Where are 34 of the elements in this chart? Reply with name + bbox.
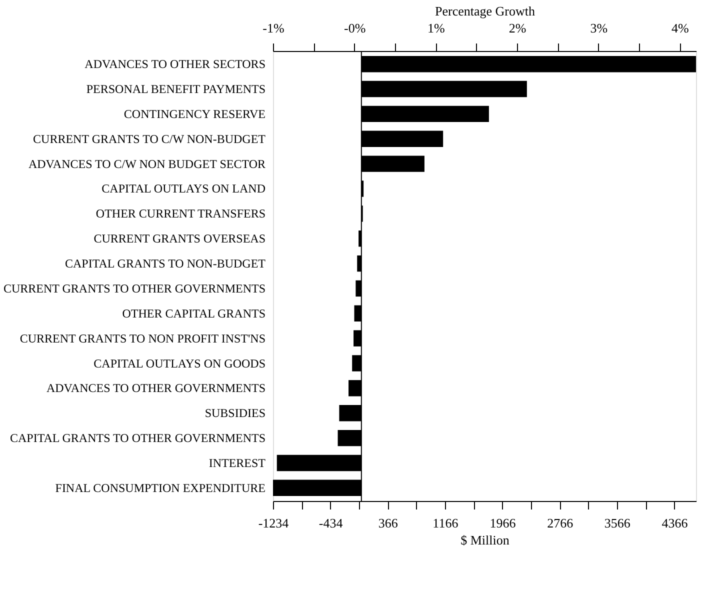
y-tick-label: CURRENT GRANTS OVERSEAS [94,232,266,246]
y-tick-label: CURRENT GRANTS TO OTHER GOVERNMENTS [3,281,266,296]
x-tick-label: 3566 [604,516,631,530]
x-tick-label: 366 [378,516,398,530]
x2-axis-title: Percentage Growth [435,4,536,18]
y-tick-label: ADVANCES TO OTHER GOVERNMENTS [46,381,266,396]
x-tick-label: -434 [318,516,344,530]
y-tick-label: OTHER CAPITAL GRANTS [122,306,266,320]
x-tick-label: 1166 [432,516,459,530]
x-tick-label: 1966 [490,516,516,530]
x-tick-label: 4366 [662,516,688,530]
x2-tick-label: 3% [590,20,608,36]
y-tick-label: SUBSIDIES [204,406,266,420]
x-axis-title: $ Million [460,532,510,548]
y-tick-label: INTEREST [208,456,266,470]
y-tick-label: ADVANCES TO OTHER SECTORS [84,57,266,72]
y-tick-label: FINAL CONSUMPTION EXPENDITURE [55,480,266,495]
y-tick-label: CURRENT GRANTS TO NON PROFIT INST'NS [20,331,266,346]
y-tick-label: CONTINGENCY RESERVE [124,106,266,121]
x2-tick-label: 1% [428,20,446,36]
x2-tick-label: 4% [672,20,690,36]
y-tick-label: CAPITAL GRANTS TO NON-BUDGET [65,256,266,271]
y-tick-label: OTHER CURRENT TRANSFERS [96,206,266,221]
x-tick-label: 2766 [547,516,574,530]
x2-tick-label: -1% [262,20,284,36]
y-tick-label: CAPITAL OUTLAYS ON LAND [102,182,266,196]
y-tick-label: CAPITAL OUTLAYS ON GOODS [94,356,266,370]
y-tick-label: CAPITAL GRANTS TO OTHER GOVERNMENTS [10,431,266,446]
y-tick-label: ADVANCES TO C/W NON BUDGET SECTOR [28,156,266,171]
y-tick-label: CURRENT GRANTS TO C/W NON-BUDGET [33,132,266,146]
x-tick-label: -1234 [258,516,290,530]
y-tick-label: PERSONAL BENEFIT PAYMENTS [86,82,266,96]
x2-tick-label: 2% [508,20,526,36]
x2-tick-label: -0% [344,20,366,36]
